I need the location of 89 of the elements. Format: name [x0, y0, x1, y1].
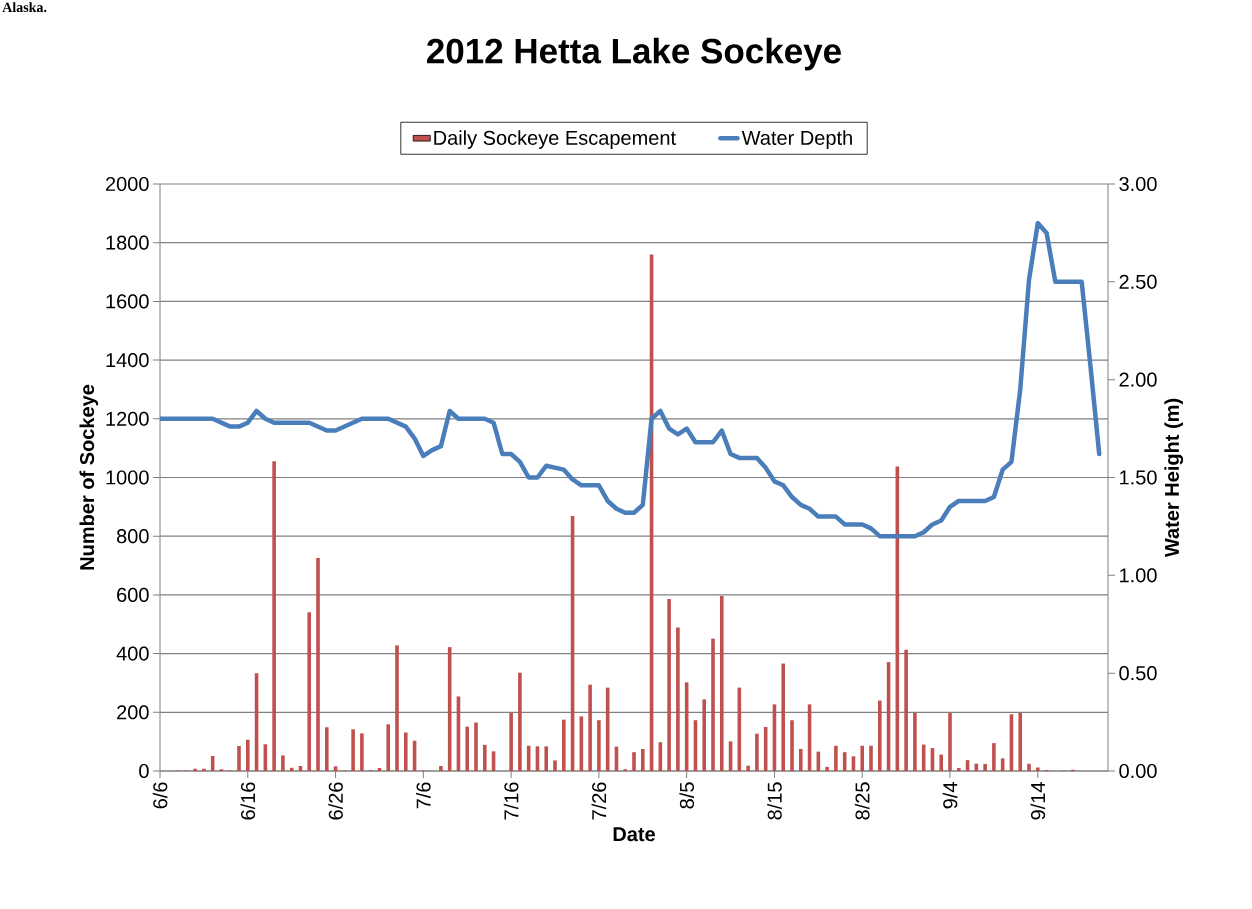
bar	[983, 763, 987, 771]
x-tick-label: 7/26	[591, 782, 607, 820]
legend-label: Water Depth	[741, 130, 852, 149]
bar	[237, 746, 241, 771]
bar	[324, 727, 329, 771]
legend-label: Daily Sockeye Escapement	[434, 130, 676, 149]
bar	[948, 712, 952, 771]
bar	[281, 755, 285, 771]
bar	[992, 743, 996, 771]
x-tick-label: 8/25	[854, 782, 870, 820]
bar	[746, 765, 750, 771]
bar	[1035, 767, 1040, 771]
bar	[860, 745, 865, 771]
chart-title: 2012 Hetta Lake Sockeye	[427, 37, 841, 71]
bar	[1018, 712, 1023, 771]
bar	[667, 598, 671, 771]
bar	[386, 724, 391, 771]
y-tick-label: 1800	[106, 235, 149, 250]
x-tick-label: 8/5	[679, 782, 695, 809]
bar	[439, 766, 443, 771]
bar	[640, 748, 645, 771]
bar	[395, 645, 399, 771]
bar	[939, 754, 944, 771]
bar	[245, 739, 250, 771]
bar	[509, 712, 513, 771]
bar	[869, 745, 873, 771]
y2-tick-label: 3.00	[1119, 176, 1157, 192]
x-tick-label: 7/16	[503, 782, 519, 820]
x-tick-label: 6/16	[240, 782, 256, 820]
bar	[676, 627, 680, 771]
bar	[790, 720, 794, 771]
x-tick-label: 7/6	[416, 782, 431, 809]
x-tick-label: 8/15	[767, 782, 782, 820]
bar	[588, 684, 592, 771]
bar	[272, 461, 276, 771]
bar	[474, 722, 478, 771]
bar	[755, 733, 759, 771]
y-tick-label: 1200	[106, 411, 149, 426]
bar	[781, 663, 786, 771]
y2-tick-label: 1.00	[1120, 568, 1157, 583]
x-tick-label: 6/26	[328, 782, 343, 820]
bar	[632, 752, 636, 771]
bar	[351, 729, 355, 771]
y-tick-label: 2000	[105, 176, 149, 192]
y2-tick-label: 2.00	[1119, 372, 1157, 387]
x-tick-label: 9/4	[942, 782, 958, 809]
bar	[834, 745, 838, 771]
bar	[482, 744, 487, 771]
y2-tick-label: 0.00	[1119, 763, 1157, 779]
text: Alaska.	[2, 2, 47, 13]
bar	[1027, 763, 1031, 771]
bar	[913, 712, 917, 771]
bar	[904, 649, 908, 771]
y-axis-title: Number of Sockeye	[79, 384, 99, 570]
y-tick-label: 600	[117, 587, 149, 602]
x-axis-title: Date	[613, 827, 655, 842]
bar	[403, 732, 408, 771]
bar	[307, 612, 312, 771]
bar	[544, 746, 549, 771]
bar	[798, 748, 803, 771]
y-tick-label: 800	[116, 529, 149, 544]
bar	[825, 766, 829, 771]
bar	[877, 700, 882, 771]
bar	[719, 596, 724, 771]
x-tick-label: 9/14	[1030, 782, 1046, 820]
y2-axis-title: Water Height (m)	[1164, 398, 1184, 558]
x-tick-label: 6/6	[152, 782, 168, 809]
y-tick-label: 400	[116, 646, 149, 661]
bar	[561, 719, 566, 771]
bar	[702, 699, 707, 771]
bar	[465, 726, 470, 771]
bar	[202, 768, 206, 771]
y2-tick-label: 2.50	[1119, 274, 1157, 289]
line-series	[160, 220, 1102, 539]
bar	[518, 672, 522, 771]
y2-tick-label: 0.50	[1119, 666, 1157, 681]
bar	[956, 768, 961, 771]
bar	[711, 638, 715, 771]
bar	[553, 760, 557, 771]
bar	[193, 768, 197, 771]
bar	[597, 720, 601, 771]
y-tick-label: 1600	[106, 294, 149, 309]
y2-tick-label: 1.50	[1120, 470, 1157, 485]
y-tick-label: 1000	[106, 470, 149, 485]
bar	[316, 557, 320, 771]
y-tick-label: 200	[117, 705, 149, 720]
y-tick-label: 1400	[106, 353, 149, 368]
bar	[360, 733, 364, 771]
y-tick-label: 0	[139, 763, 149, 779]
